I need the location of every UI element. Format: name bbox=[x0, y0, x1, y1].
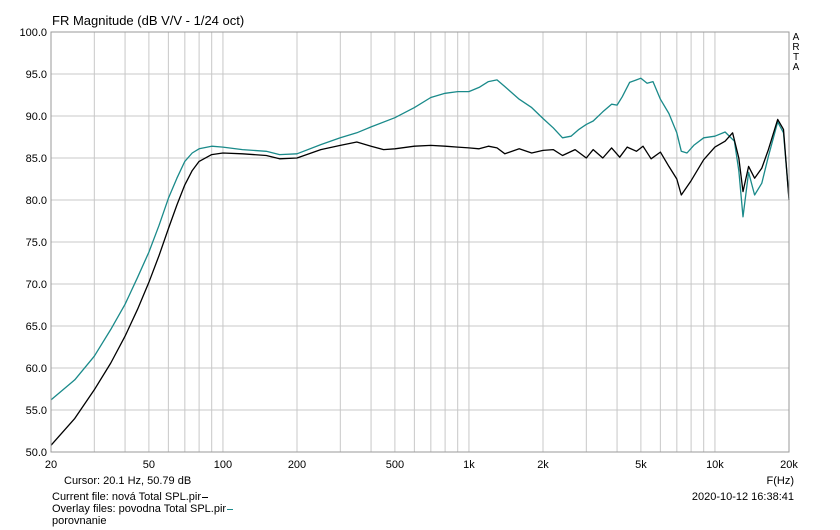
y-tick-label: 70.0 bbox=[26, 279, 47, 291]
x-tick-label: 50 bbox=[143, 459, 155, 470]
current-curve bbox=[50, 118, 790, 446]
x-axis-labels: 20 50 100 200 500 1k 2k 5k 10k 20k bbox=[45, 459, 798, 470]
arta-logo-text: A R T A bbox=[792, 33, 800, 73]
x-tick-label: 10k bbox=[706, 459, 724, 470]
frequency-response-chart[interactable]: 100.0 95.0 90.0 85.0 80.0 75.0 70.0 65.0 60.0 55.… bbox=[0, 0, 840, 470]
y-tick-label: 60.0 bbox=[26, 363, 47, 375]
x-tick-label: 100 bbox=[214, 459, 232, 470]
x-tick-label: 200 bbox=[288, 459, 306, 470]
plot-frame bbox=[50, 31, 790, 453]
y-tick-label: 95.0 bbox=[26, 69, 47, 81]
curves bbox=[50, 77, 790, 446]
overlay-files-text: Overlay files: povodna Total SPL.pir bbox=[52, 503, 227, 515]
y-tick-label: 50.0 bbox=[26, 447, 47, 459]
x-axis-unit: F(Hz) bbox=[766, 475, 795, 487]
x-tick-label: 2k bbox=[537, 459, 549, 470]
cursor-readout: Cursor: 20.1 Hz, 50.79 dB bbox=[64, 475, 192, 487]
chart-title: FR Magnitude (dB V/V - 1/24 oct) bbox=[52, 13, 245, 28]
y-tick-label: 75.0 bbox=[26, 237, 47, 249]
overlay-files-label: Overlay files: povodna Total SPL.pir bbox=[52, 503, 234, 515]
x-tick-label: 20 bbox=[45, 459, 57, 470]
vendor-letter: R bbox=[792, 42, 800, 53]
current-file-text: Current file: nová Total SPL.pir bbox=[52, 491, 201, 503]
timestamp: 2020-10-12 16:38:41 bbox=[691, 491, 794, 503]
overlay-curve bbox=[50, 77, 790, 401]
x-tick-label: 20k bbox=[780, 459, 798, 470]
grid-lines bbox=[50, 31, 790, 453]
y-tick-label: 55.0 bbox=[26, 405, 47, 417]
x-tick-label: 5k bbox=[635, 459, 647, 470]
x-tick-label: 500 bbox=[386, 459, 404, 470]
current-color-swatch bbox=[201, 496, 208, 498]
y-tick-label: 100.0 bbox=[19, 27, 47, 39]
current-file-label: Current file: nová Total SPL.pir bbox=[52, 491, 208, 503]
y-tick-label: 85.0 bbox=[26, 153, 47, 165]
y-tick-label: 65.0 bbox=[26, 321, 47, 333]
vendor-letter: T bbox=[792, 52, 800, 63]
y-tick-label: 80.0 bbox=[26, 195, 47, 207]
x-tick-label: 1k bbox=[463, 459, 475, 470]
vendor-letter: A bbox=[792, 62, 800, 73]
vendor-letter: A bbox=[792, 32, 800, 43]
overlay-files-continued: porovnanie bbox=[52, 515, 107, 527]
y-axis-labels: 100.0 95.0 90.0 85.0 80.0 75.0 70.0 65.0 60.0 55.… bbox=[19, 27, 47, 459]
y-tick-label: 90.0 bbox=[26, 111, 47, 123]
overlay-color-swatch bbox=[227, 508, 234, 510]
